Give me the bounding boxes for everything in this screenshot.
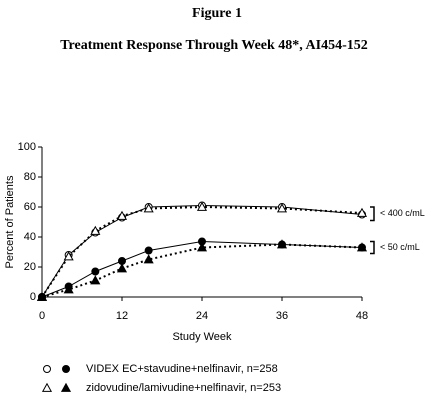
legend-marker bbox=[41, 382, 53, 392]
y-tick-label: 40 bbox=[24, 231, 36, 243]
data-point bbox=[276, 239, 288, 249]
bracket bbox=[370, 206, 375, 222]
legend-marker bbox=[43, 365, 51, 373]
x-tick-label: 24 bbox=[196, 310, 208, 322]
x-tick-label: 36 bbox=[276, 310, 288, 322]
data-point bbox=[116, 210, 128, 220]
data-point bbox=[143, 203, 154, 213]
data-point bbox=[196, 201, 208, 211]
data-point bbox=[144, 246, 153, 255]
legend-label: VIDEX EC+stavudine+nelfinavir, n=258 bbox=[86, 363, 278, 375]
data-point bbox=[90, 225, 101, 235]
y-tick-label: 80 bbox=[24, 171, 36, 183]
series-line bbox=[41, 243, 363, 298]
x-tick-label: 0 bbox=[39, 310, 45, 322]
threshold-label: < 50 c/mL bbox=[380, 242, 420, 252]
data-point bbox=[356, 242, 368, 252]
y-tick-label: 100 bbox=[18, 141, 36, 153]
threshold-label: < 400 c/mL bbox=[380, 208, 425, 218]
y-tick-label: 60 bbox=[24, 201, 36, 213]
data-point bbox=[91, 267, 100, 276]
data-point bbox=[36, 291, 48, 301]
series-line bbox=[41, 240, 363, 298]
legend-label: zidovudine/lamivudine+nelfinavir, n=253 bbox=[86, 382, 281, 394]
x-tick-label: 48 bbox=[356, 310, 368, 322]
bracket bbox=[370, 240, 375, 255]
chart-subtitle: Treatment Response Through Week 48*, AI4… bbox=[60, 38, 368, 53]
legend-marker bbox=[60, 382, 72, 392]
data-point bbox=[90, 275, 101, 285]
data-point bbox=[356, 207, 368, 217]
x-tick-label: 12 bbox=[116, 310, 128, 322]
data-point bbox=[116, 263, 128, 273]
legend-marker bbox=[62, 365, 70, 373]
data-point bbox=[276, 203, 288, 213]
y-tick-label: 0 bbox=[30, 291, 36, 303]
chart-title: Figure 1 bbox=[192, 6, 242, 21]
data-point bbox=[196, 242, 208, 252]
data-point bbox=[63, 251, 74, 261]
series-line bbox=[41, 205, 363, 298]
y-axis-label: Percent of Patients bbox=[4, 175, 16, 268]
data-point bbox=[63, 284, 74, 294]
data-point bbox=[143, 254, 154, 264]
y-tick-label: 20 bbox=[24, 261, 36, 273]
x-axis-label: Study Week bbox=[172, 331, 232, 343]
